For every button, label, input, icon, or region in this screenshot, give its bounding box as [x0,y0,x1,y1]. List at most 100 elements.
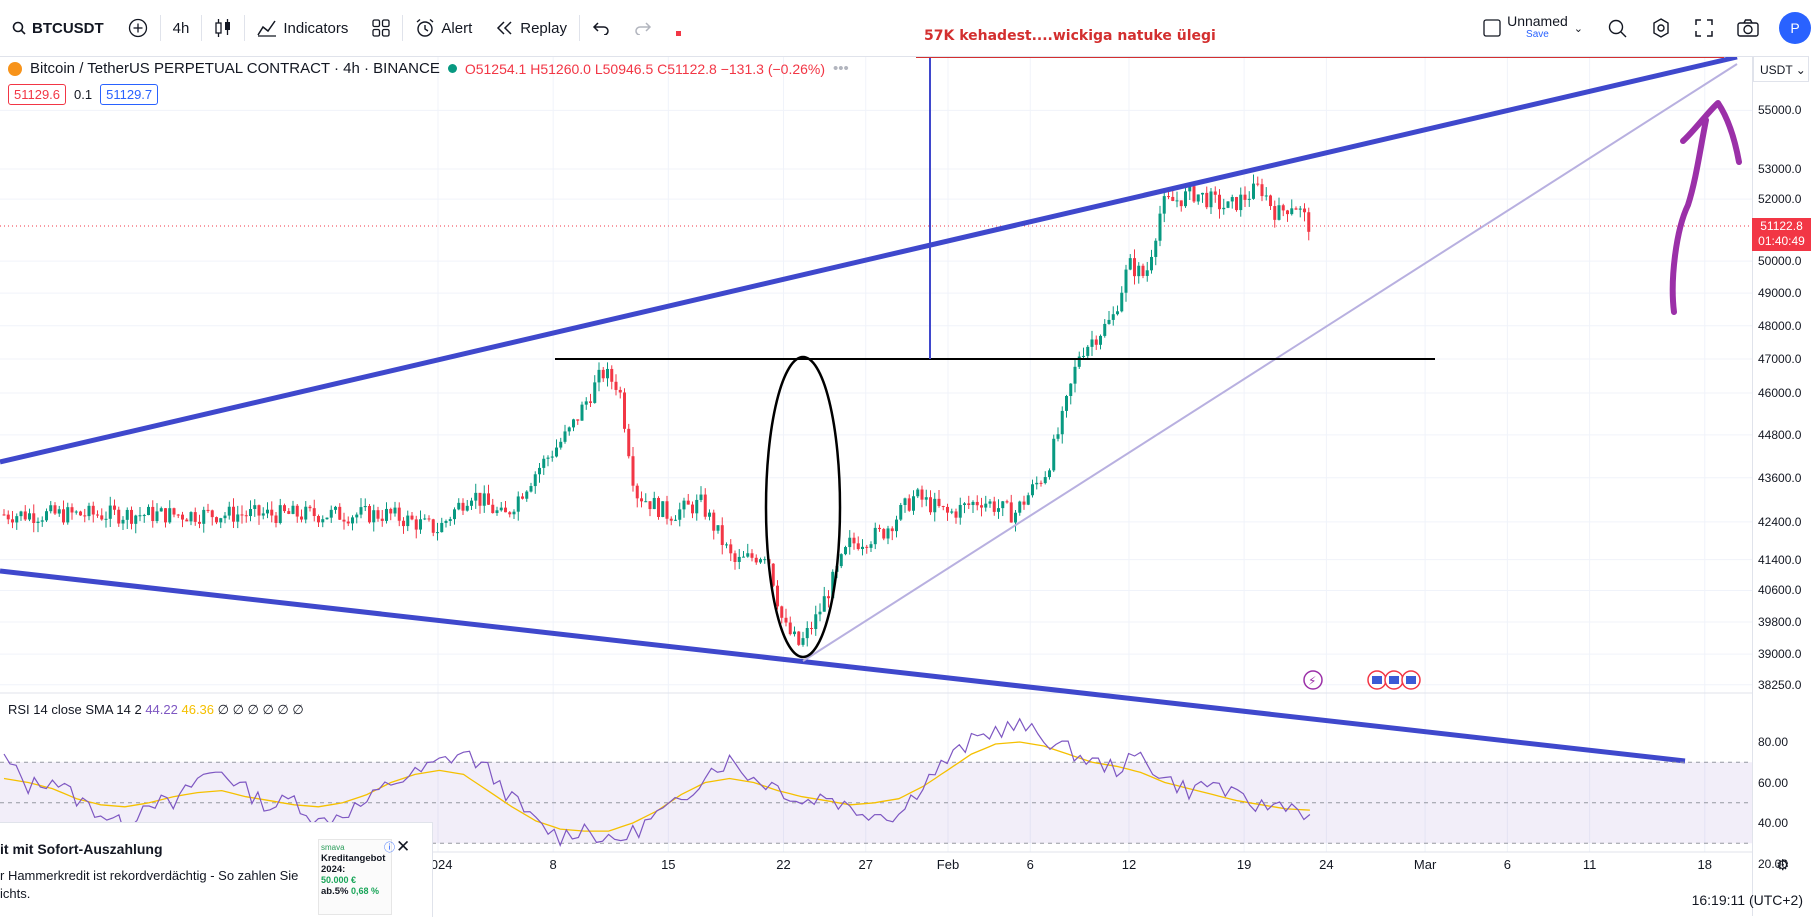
candle-body [967,503,971,506]
candle-body [23,511,27,520]
rsi-label[interactable]: RSI 14 close SMA 14 2 [8,702,142,717]
undo-button[interactable] [580,0,622,56]
candle-body [1167,196,1170,198]
candle-body [644,501,648,503]
candle-body [206,509,210,511]
quick-search-button[interactable] [1595,0,1639,56]
ad-text[interactable]: r Hammerkredit ist rekordverdächtig - So… [0,868,299,901]
recording-indicator [664,0,693,56]
symbol-title[interactable]: Bitcoin / TetherUS PERPETUAL CONTRACT · … [30,60,440,77]
candle-body [185,519,189,522]
candle-body [1290,208,1294,215]
candle-body [359,507,363,515]
candle-body [91,505,95,515]
redo-button[interactable] [622,0,664,56]
candle-body [1226,201,1230,208]
close-icon[interactable]: ✕ [396,837,411,856]
sell-price-button[interactable]: 51129.6 [8,84,67,105]
ad-brand: smava [321,843,345,852]
candle-body [533,474,537,487]
snapshot-button[interactable] [1725,0,1771,56]
candle-body [907,498,911,511]
ad-info-icon[interactable]: ⓘ [384,842,395,854]
candle-body [657,497,660,517]
plus-circle-icon [128,18,147,38]
candle-body [159,508,163,512]
candle-body [946,506,949,513]
ad-title[interactable]: it mit Sofort-Auszahlung [0,841,163,857]
candle-body [176,514,180,516]
candle-body [929,497,932,513]
templates-button[interactable] [360,0,402,56]
candle-body [465,505,469,511]
candle-body [648,501,652,510]
currency-selector[interactable]: USDT ⌄ [1753,56,1809,82]
time-axis[interactable]: 2024 8 15 22 27 Feb 6 12 19 24 Mar 6 11 18 [0,852,1750,876]
candle-body [822,596,826,612]
candle-body [100,515,104,520]
fullscreen-button[interactable] [1683,0,1725,56]
more-dots-icon[interactable]: ••• [833,60,849,77]
candle-body [1035,482,1039,485]
candle-body [508,512,512,515]
candle-body [963,503,966,505]
candle-body [491,504,495,514]
candle-body [1158,213,1162,241]
price-axis[interactable] [1752,56,1811,916]
buy-price-button[interactable]: 51129.7 [100,84,159,105]
candle-body [266,509,269,514]
rsi-tick-label: 20.00 [1758,856,1789,871]
candle-body [338,506,342,520]
axis-settings-icon[interactable]: ⚙ [1776,857,1790,874]
alert-button[interactable]: Alert [403,0,484,56]
chart-type-button[interactable] [202,0,244,56]
candle-body [1048,470,1051,478]
replay-button[interactable]: Replay [484,0,579,56]
ad-image[interactable]: smava Kreditangebot 2024: 50.000 € ab.5%… [318,839,392,915]
profile-button[interactable]: P [1779,12,1811,44]
price-tick-label: 39800.0 [1758,614,1802,629]
ad-panel[interactable]: it mit Sofort-Auszahlung r Hammerkredit … [0,822,433,917]
candle-body [895,519,898,532]
indicators-button[interactable]: Indicators [245,0,360,56]
candle-body [113,505,116,510]
close-value: C51122.8 [657,60,717,77]
compare-button[interactable] [116,0,160,56]
ohlc-values: O51254.1 H51260.0 L50946.5 C51122.8 −131… [465,61,825,77]
symbol-search[interactable]: BTCUSDT [0,0,116,56]
candle-body [784,617,788,623]
candle-body [457,502,461,510]
candle-body [1213,191,1217,195]
search-icon [12,21,26,35]
candle-body [682,500,686,510]
candle-body [882,529,886,539]
candle-body [576,419,580,421]
candle-body [742,556,745,558]
candle-body [363,506,367,508]
candle-body [253,505,257,510]
toolbar-divider [159,15,161,41]
high-value: H51260.0 [530,60,591,77]
candle-body [372,510,376,523]
candle-body [1196,194,1200,202]
candle-body [1230,197,1234,202]
toolbar-divider [578,15,580,41]
clock: 16:19:11 (UTC+2) [1691,892,1803,908]
target-annotation-text[interactable]: 57K kehadest....wickiga natuke ülegi [924,28,1216,44]
settings-button[interactable] [1639,0,1683,56]
layout-menu[interactable]: Unnamed Save ⌄ [1471,0,1595,56]
candle-body [997,508,1000,512]
candle-body [1273,206,1277,220]
candle-body [984,503,988,508]
replay-label: Replay [520,19,567,37]
candle-body [733,553,737,562]
candle-body [1239,194,1243,211]
candle-body [567,427,571,432]
interval-button[interactable]: 4h [161,0,202,56]
candle-body [805,628,809,639]
candle-body [1260,184,1264,197]
candle-body [108,505,112,519]
candle-body [32,513,36,524]
time-tick-label: 15 [661,857,676,872]
